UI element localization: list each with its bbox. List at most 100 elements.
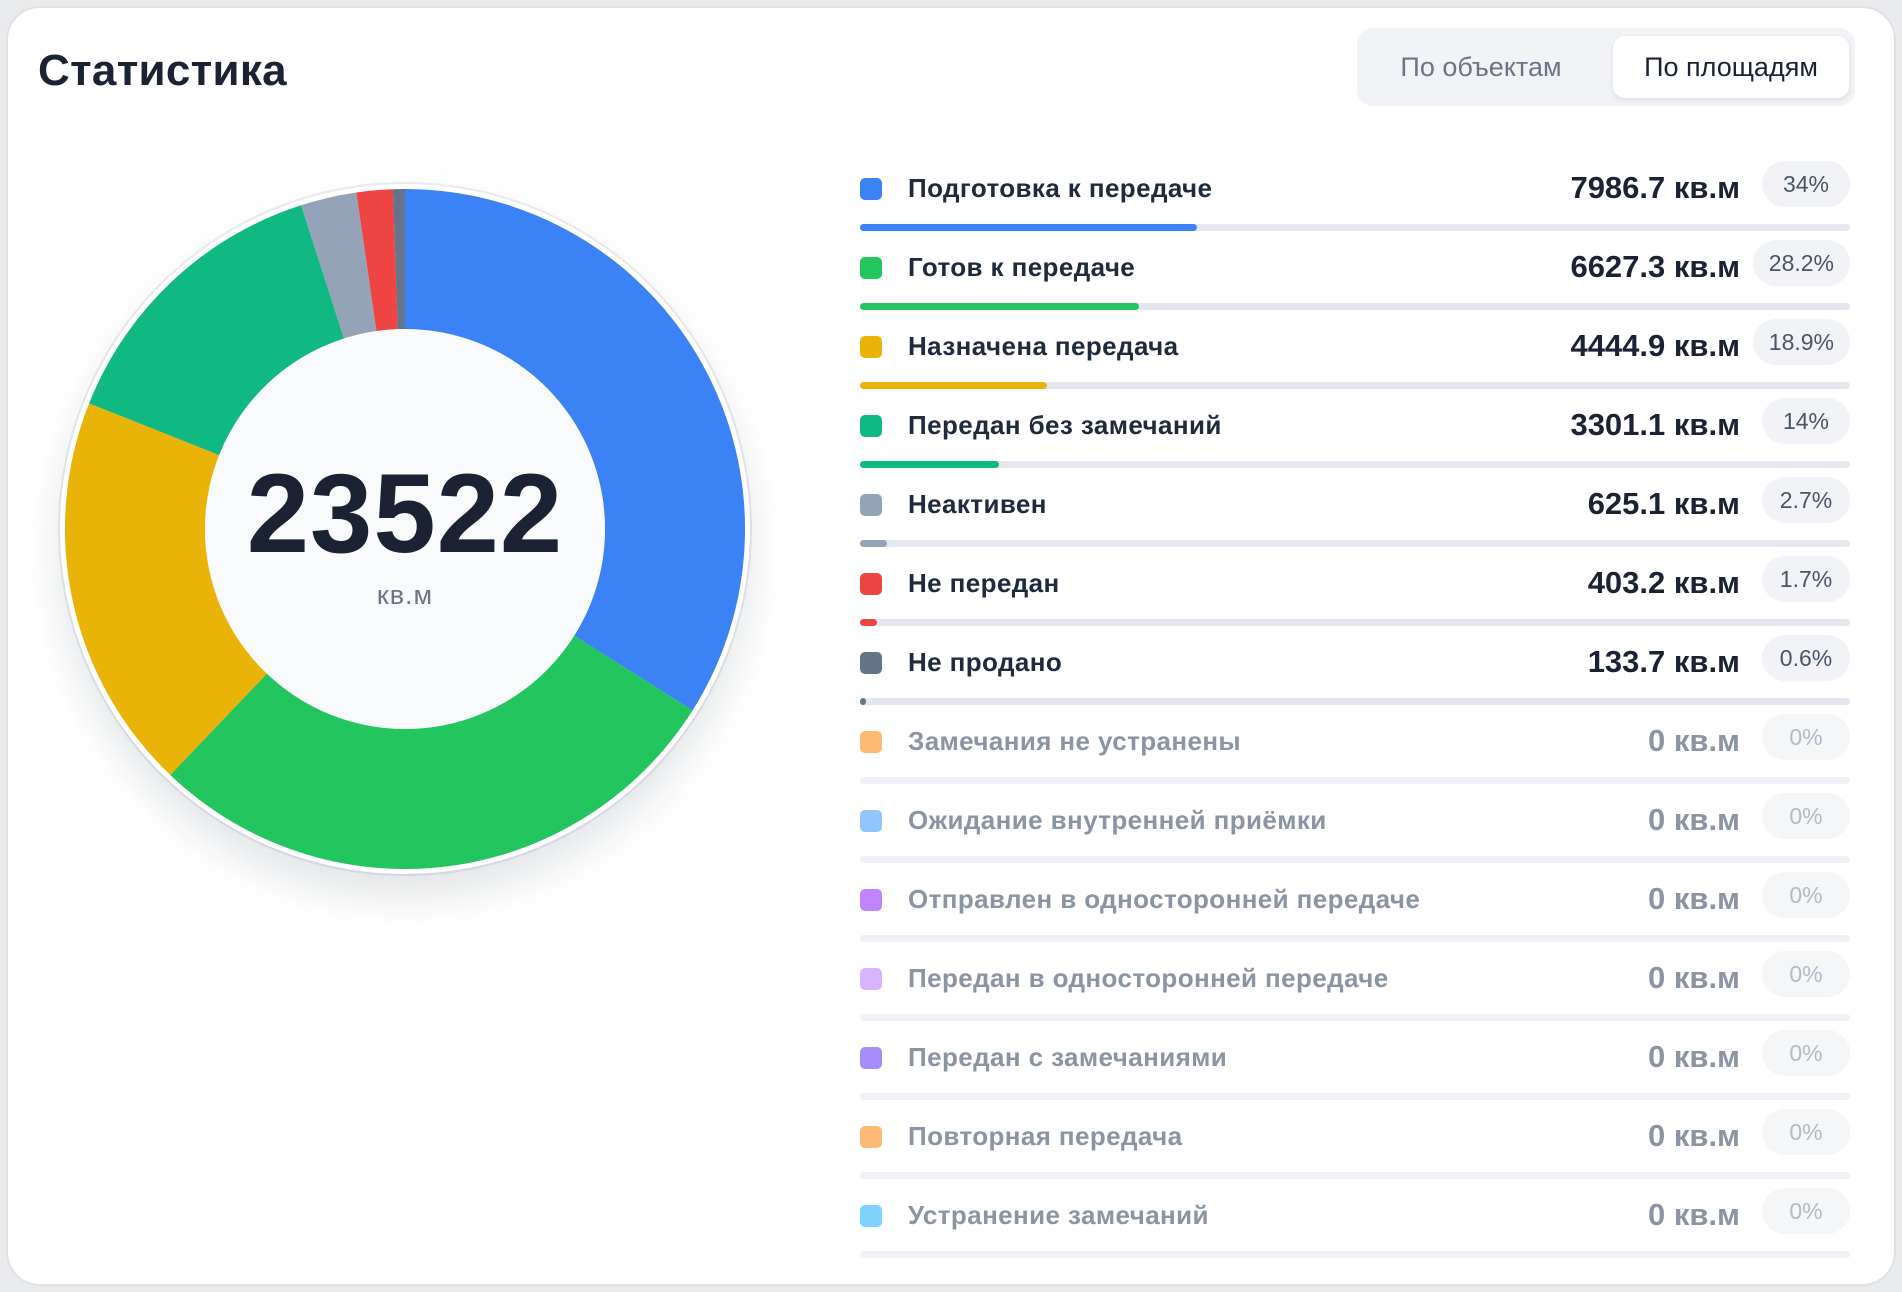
legend-swatch [860,810,882,832]
legend-label: Устранение замечаний [908,1200,1209,1230]
donut-slice[interactable] [405,189,746,711]
progress-fill [860,303,1140,310]
donut-slice[interactable] [301,192,377,339]
legend-swatch [860,573,882,595]
legend-value: 7986.7 кв.м [1570,170,1740,205]
legend-row: Ожидание внутренней приёмки 0 кв.м 0% [860,793,1850,879]
donut-slice[interactable] [392,189,405,330]
progress-track [860,777,1850,784]
legend-percent-badge: 0.6% [1762,635,1850,681]
legend-value: 0 кв.м [1648,881,1740,916]
legend-percent-badge: 0% [1762,951,1850,997]
legend-percent-badge: 1.7% [1762,556,1850,602]
legend-value: 0 кв.м [1648,1039,1740,1074]
legend-swatch [860,415,882,437]
total-unit: кв.м [376,580,434,610]
donut-slice[interactable] [89,205,344,456]
legend-row: Замечания не устранены 0 кв.м 0% [860,714,1850,800]
legend-percent-badge: 0% [1762,1109,1850,1155]
progress-track [860,224,1850,231]
statistics-card: Статистика По объектам По площадям 23522… [6,6,1896,1286]
legend-row: Не передан 403.2 кв.м 1.7% [860,556,1850,642]
legend-row: Передан без замечаний 3301.1 кв.м 14% [860,398,1850,484]
legend-percent-badge: 0% [1762,714,1850,760]
donut-chart: 23522 кв.м [60,184,750,874]
legend-swatch [860,889,882,911]
progress-track [860,1251,1850,1258]
legend-value: 0 кв.м [1648,960,1740,995]
total-value: 23522 [246,451,564,576]
legend-swatch [860,494,882,516]
progress-track [860,698,1850,705]
legend-percent-badge: 18.9% [1752,319,1850,365]
progress-track [860,540,1850,547]
progress-track [860,1014,1850,1021]
tab-by-objects[interactable]: По объектам [1400,51,1562,82]
legend-percent-badge: 28.2% [1752,240,1850,286]
progress-fill [860,540,887,547]
legend-value: 4444.9 кв.м [1570,328,1740,363]
legend-percent-badge: 0% [1762,872,1850,918]
legend-value: 0 кв.м [1648,723,1740,758]
legend-label: Передан с замечаниями [908,1042,1228,1072]
legend-row: Назначена передача 4444.9 кв.м 18.9% [860,319,1850,405]
legend-value: 0 кв.м [1648,802,1740,837]
legend-label: Подготовка к передаче [908,173,1213,203]
progress-track [860,382,1850,389]
progress-fill [860,461,999,468]
legend-value: 3301.1 кв.м [1570,407,1740,442]
legend-label: Не продано [908,647,1063,677]
donut-svg [65,189,746,869]
legend-list: Подготовка к передаче 7986.7 кв.м 34% Готов… [860,161,1850,1274]
donut-slice[interactable] [170,635,693,869]
tab-by-areas[interactable]: По площадям [1613,36,1849,98]
legend-row: Передан с замечаниями 0 кв.м 0% [860,1030,1850,1116]
progress-fill [860,224,1197,231]
legend-row: Повторная передача 0 кв.м 0% [860,1109,1850,1195]
legend-label: Отправлен в односторонней передаче [908,884,1421,914]
page-title: Статистика [38,46,287,95]
legend-swatch [860,652,882,674]
legend-label: Не передан [908,568,1060,598]
legend-percent-badge: 0% [1762,1030,1850,1076]
progress-track [860,856,1850,863]
legend-value: 403.2 кв.м [1587,565,1740,600]
progress-track [860,303,1850,310]
legend-value: 0 кв.м [1648,1197,1740,1232]
legend-row: Неактивен 625.1 кв.м 2.7% [860,477,1850,563]
legend-swatch [860,1205,882,1227]
legend-swatch [860,178,882,200]
progress-track [860,619,1850,626]
legend-row: Подготовка к передаче 7986.7 кв.м 34% [860,161,1850,247]
progress-track [860,935,1850,942]
legend-swatch [860,336,882,358]
donut-slice[interactable] [65,403,267,775]
legend-row: Устранение замечаний 0 кв.м 0% [860,1188,1850,1274]
progress-fill [860,382,1048,389]
progress-track [860,1172,1850,1179]
legend-label: Неактивен [908,489,1047,519]
legend-row: Готов к передаче 6627.3 кв.м 28.2% [860,240,1850,326]
legend-label: Передан в односторонней передаче [908,963,1389,993]
legend-value: 625.1 кв.м [1587,486,1740,521]
legend-percent-badge: 0% [1762,1188,1850,1234]
legend-value: 133.7 кв.м [1587,644,1740,679]
legend-row: Отправлен в односторонней передаче 0 кв.м… [860,872,1850,958]
legend-swatch [860,257,882,279]
legend-label: Ожидание внутренней приёмки [908,805,1327,835]
view-toggle: По объектам По площадям [1357,28,1855,106]
legend-label: Готов к передаче [908,252,1136,282]
donut-hole [205,329,605,729]
legend-label: Назначена передача [908,331,1179,361]
progress-fill [860,619,877,626]
progress-fill [860,698,866,705]
legend-percent-badge: 0% [1762,793,1850,839]
legend-swatch [860,1126,882,1148]
legend-value: 6627.3 кв.м [1570,249,1740,284]
legend-swatch [860,731,882,753]
progress-track [860,1093,1850,1100]
legend-percent-badge: 2.7% [1762,477,1850,523]
donut-slice[interactable] [356,189,398,332]
legend-label: Замечания не устранены [908,726,1242,756]
legend-row: Не продано 133.7 кв.м 0.6% [860,635,1850,721]
